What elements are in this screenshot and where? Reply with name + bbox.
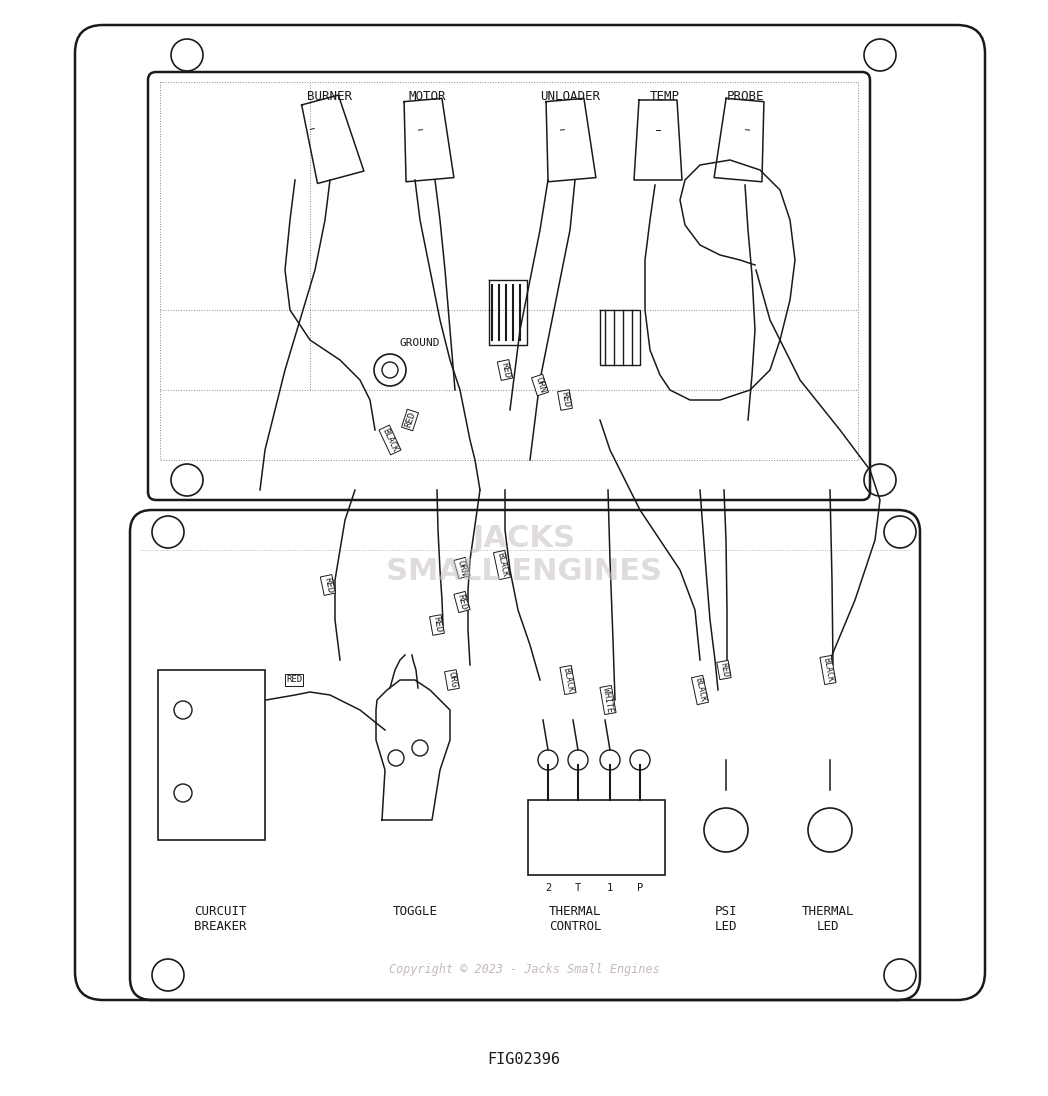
Text: ORN: ORN: [456, 559, 468, 576]
Text: THERMAL
LED: THERMAL LED: [802, 905, 854, 933]
Text: PSI
LED: PSI LED: [715, 905, 737, 933]
Text: WHITE: WHITE: [602, 687, 614, 713]
Text: JACKS
SMALL ENGINES: JACKS SMALL ENGINES: [386, 524, 662, 586]
Text: RED: RED: [322, 576, 334, 594]
Text: THERMAL
CONTROL: THERMAL CONTROL: [549, 905, 602, 933]
Text: BLACK: BLACK: [822, 657, 834, 683]
Text: RED: RED: [499, 362, 511, 379]
Text: RED: RED: [286, 675, 302, 685]
Text: T: T: [575, 883, 582, 893]
Text: BURNER: BURNER: [307, 90, 352, 103]
Text: BLACK: BLACK: [562, 666, 574, 693]
Text: UNLOADER: UNLOADER: [540, 90, 601, 103]
Text: RED: RED: [403, 411, 417, 429]
Text: Copyright © 2023 - Jacks Small Engines: Copyright © 2023 - Jacks Small Engines: [389, 963, 659, 977]
Text: FIG02396: FIG02396: [487, 1052, 561, 1068]
Text: ORN: ORN: [533, 376, 547, 395]
Text: 2: 2: [545, 883, 551, 893]
Text: ORG: ORG: [446, 671, 458, 688]
Text: RED: RED: [560, 391, 571, 409]
Text: BLACK: BLACK: [380, 426, 399, 454]
Text: PROBE: PROBE: [726, 90, 764, 103]
Text: TOGGLE: TOGGLE: [393, 905, 437, 918]
Text: P: P: [637, 883, 643, 893]
Text: RED: RED: [718, 662, 729, 678]
Text: BLACK: BLACK: [495, 552, 509, 579]
Text: 1: 1: [607, 883, 613, 893]
Text: GROUND: GROUND: [400, 338, 440, 349]
Text: BLACK: BLACK: [693, 677, 707, 704]
Text: CURCUIT
BREAKER: CURCUIT BREAKER: [194, 905, 246, 933]
Text: RED: RED: [431, 616, 443, 633]
Text: RED: RED: [456, 593, 468, 610]
Text: MOTOR: MOTOR: [409, 90, 445, 103]
Text: TEMP: TEMP: [650, 90, 680, 103]
